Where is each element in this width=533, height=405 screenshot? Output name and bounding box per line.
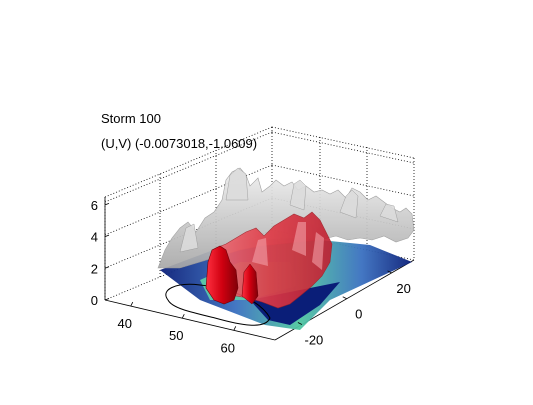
y-tick-mark — [297, 322, 303, 325]
z-tick-label: 2 — [91, 261, 98, 276]
back-top-left-edge — [104, 126, 273, 198]
z-tick-mark — [104, 298, 110, 301]
core-isosurface — [205, 245, 239, 305]
z-tick-mark — [104, 203, 110, 206]
x-tick-label: 40 — [118, 316, 132, 331]
axis-ticks — [104, 203, 392, 331]
z-tick-mark — [104, 234, 110, 237]
x-tick-label: 50 — [169, 328, 183, 343]
z-tick-mark — [104, 266, 110, 269]
z-tick-label: 6 — [91, 198, 98, 213]
y-tick-mark — [387, 270, 392, 274]
y-tick-label: -20 — [305, 333, 324, 348]
outer-isosurface-ridges — [179, 167, 399, 253]
y-tick-label: 0 — [355, 307, 362, 322]
back-top-right-edge — [271, 126, 415, 159]
inner-isosurface-highlights — [252, 222, 324, 270]
x-axis-line — [104, 299, 276, 341]
core-isosurface-secondary — [241, 263, 259, 305]
x-tick-mark — [130, 301, 134, 307]
base-field-dark-patch — [250, 282, 340, 325]
y-tick-label: 20 — [396, 281, 410, 296]
y-tick-mark — [342, 296, 347, 300]
chart-title: Storm 100 — [101, 111, 161, 126]
x-tick-mark — [233, 326, 237, 331]
z-tick-label: 0 — [91, 293, 98, 308]
x-tick-mark — [181, 314, 185, 319]
x-tick-label: 60 — [221, 340, 235, 355]
footprint-contour — [165, 283, 271, 326]
z-tick-label: 4 — [91, 230, 98, 245]
chart-subtitle: (U,V) (-0.0073018,-1.0609) — [101, 136, 258, 151]
